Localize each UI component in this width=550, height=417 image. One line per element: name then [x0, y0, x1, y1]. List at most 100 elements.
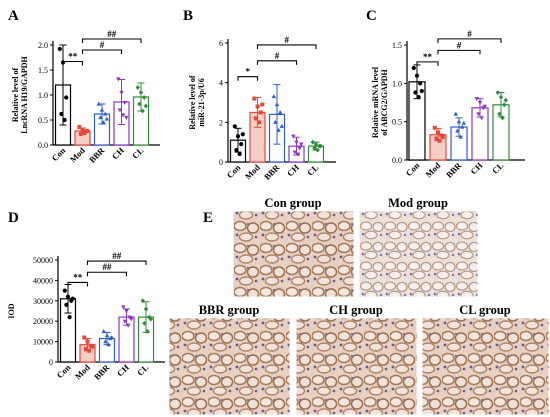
- category-label: BBR: [262, 162, 282, 182]
- data-point: [90, 344, 95, 349]
- panel-letter: B: [183, 8, 193, 24]
- data-point: [101, 120, 106, 125]
- y-tick-label: 20000: [33, 317, 53, 326]
- data-point: [83, 346, 88, 351]
- data-point: [59, 111, 64, 117]
- y-axis-label: miR-21-3p/U6: [197, 78, 206, 126]
- y-tick-label: 1.5: [38, 66, 48, 75]
- data-point: [474, 97, 479, 102]
- y-tick-label: 40000: [33, 276, 53, 285]
- data-point: [143, 306, 149, 312]
- y-axis-label: of ABCG2/GAPDH: [380, 69, 389, 136]
- data-point: [257, 120, 262, 125]
- data-point: [70, 296, 75, 301]
- category-label: Con: [225, 162, 243, 180]
- micrograph-label: CH group: [329, 303, 383, 317]
- category-label: Mod: [243, 162, 262, 181]
- significance-bracket: [86, 260, 147, 266]
- category-label: CH: [468, 160, 484, 176]
- data-point: [142, 95, 147, 100]
- significance-label: **: [68, 52, 78, 62]
- significance-label: **: [73, 272, 83, 282]
- data-point: [129, 317, 134, 322]
- significance-label: #: [457, 40, 462, 50]
- category-label: Mod: [68, 145, 87, 164]
- chart-panel-c: C 0.0 0.5 1.0 1.5 Relative mRNA level of ABCG2…: [366, 8, 525, 180]
- data-point: [109, 335, 114, 340]
- significance-bracket: [62, 60, 84, 66]
- category-label: Con: [55, 362, 73, 380]
- y-tick-label: 1.5: [392, 41, 402, 50]
- data-point: [312, 145, 317, 151]
- data-point: [310, 139, 315, 145]
- data-point: [411, 65, 416, 71]
- data-point: [460, 124, 465, 129]
- y-axis-label: LncRNA H19/GAPDH: [20, 55, 29, 133]
- data-point: [62, 288, 67, 293]
- data-point: [82, 335, 87, 340]
- data-point: [456, 119, 462, 124]
- significance-label: *: [246, 67, 251, 77]
- data-point: [140, 108, 145, 114]
- data-point: [419, 88, 424, 94]
- micrograph-label: BBR group: [199, 303, 260, 317]
- category-label: CH: [110, 145, 126, 161]
- data-point: [274, 102, 280, 107]
- data-point: [414, 73, 420, 78]
- data-point: [117, 108, 123, 113]
- data-point: [125, 323, 131, 328]
- significance-bracket: [437, 38, 502, 43]
- data-point: [82, 131, 87, 135]
- y-tick-label: 2: [219, 118, 223, 127]
- category-label: BBR: [444, 160, 464, 180]
- data-point: [124, 309, 129, 314]
- data-point: [147, 314, 152, 320]
- chart-panel-b: B 0 2 4 6 Relative level of miR-21-3p/U6 Con Mod…: [183, 8, 336, 182]
- data-point: [253, 116, 258, 121]
- data-point: [294, 140, 299, 145]
- data-point: [295, 152, 301, 157]
- data-point: [413, 90, 418, 95]
- significance-label: **: [423, 52, 433, 62]
- y-tick-label: 50000: [33, 256, 53, 265]
- y-tick-label: 0.5: [38, 116, 48, 125]
- category-label: BBR: [92, 362, 112, 382]
- data-point: [135, 85, 140, 90]
- data-point: [477, 100, 483, 105]
- category-label: CL: [490, 160, 506, 176]
- micrograph-label: CL group: [459, 303, 511, 317]
- significance-bracket: [237, 76, 259, 81]
- y-axis-label: IOD: [7, 303, 16, 318]
- data-point: [98, 115, 103, 120]
- data-point: [495, 90, 500, 95]
- data-point: [255, 104, 260, 109]
- y-tick-label: 0: [49, 358, 53, 367]
- data-point: [240, 132, 245, 137]
- data-point: [313, 141, 319, 147]
- y-tick-label: 1.0: [38, 91, 48, 100]
- data-point: [498, 94, 504, 100]
- data-point: [140, 298, 145, 304]
- data-point: [121, 305, 126, 310]
- significance-bracket: [256, 60, 298, 65]
- y-axis-label: Relative mRNA level: [371, 66, 380, 138]
- significance-bracket: [416, 61, 439, 66]
- data-point: [101, 329, 106, 333]
- data-point: [145, 329, 150, 334]
- data-point: [258, 110, 263, 115]
- data-point: [80, 128, 85, 132]
- data-point: [461, 120, 466, 125]
- y-tick-label: 0.0: [38, 141, 48, 150]
- micrograph-cl: [421, 317, 550, 416]
- data-point: [297, 146, 302, 151]
- y-tick-label: 2.0: [38, 41, 48, 50]
- category-label: BBR: [87, 145, 107, 165]
- data-point: [138, 90, 144, 95]
- data-point: [116, 77, 121, 82]
- data-point: [237, 151, 242, 157]
- data-point: [234, 148, 239, 153]
- category-label: Con: [50, 145, 68, 163]
- micrograph-panel: E Con group Mod group BBR group CH group CL g…: [168, 196, 550, 416]
- data-point: [279, 123, 284, 128]
